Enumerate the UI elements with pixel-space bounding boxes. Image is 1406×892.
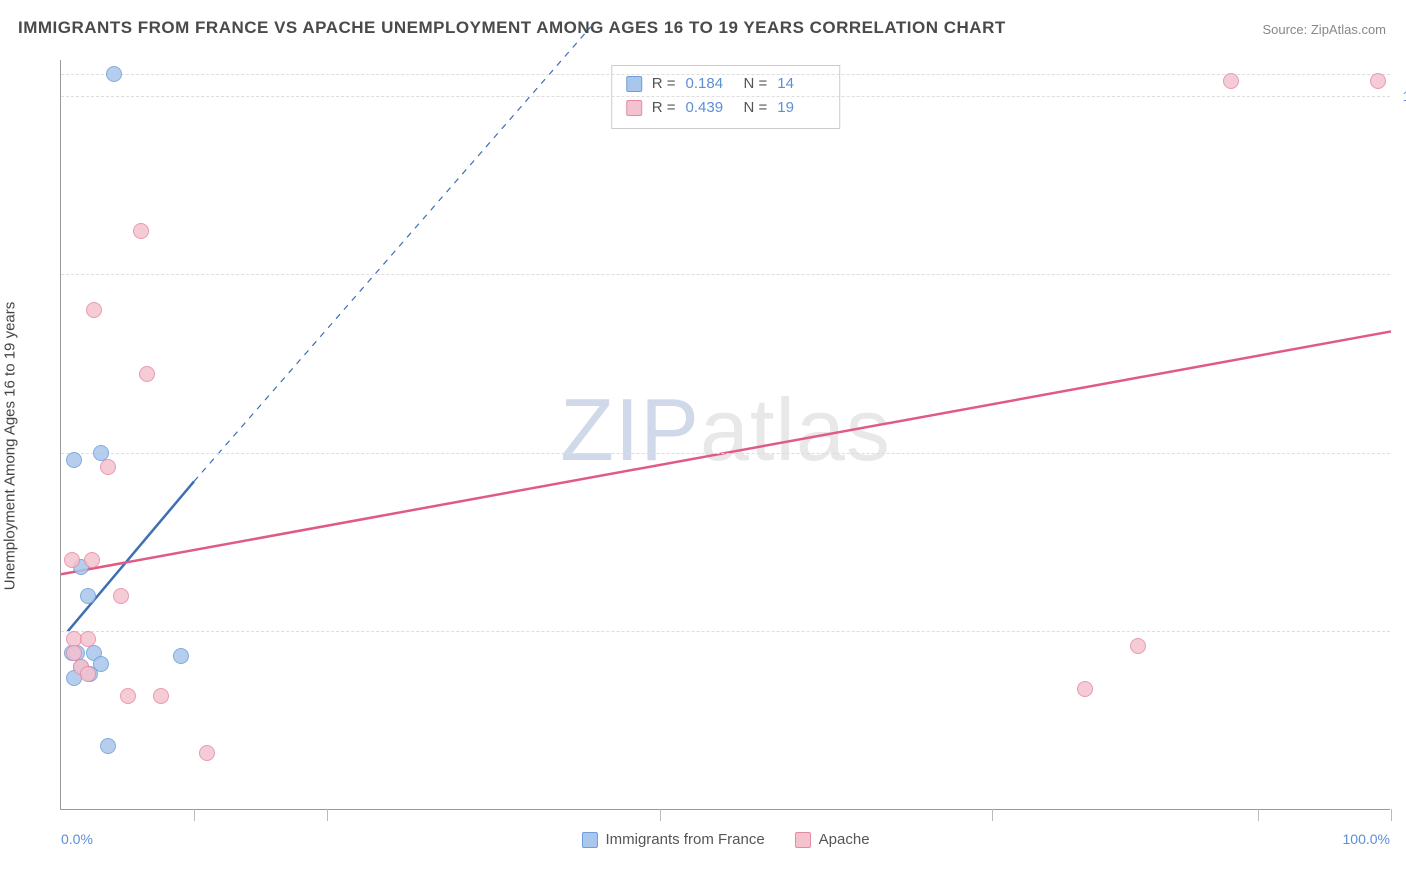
y-axis-label: Unemployment Among Ages 16 to 19 years [2,302,19,591]
x-tick [660,809,661,821]
data-point [66,452,82,468]
data-point [133,223,149,239]
source-label: Source: ZipAtlas.com [1262,22,1386,37]
n-value-apache: 19 [777,96,825,120]
data-point [100,459,116,475]
gridline-horizontal [61,631,1390,632]
data-point [120,688,136,704]
swatch-apache [795,832,811,848]
data-point [80,666,96,682]
x-tick [992,809,993,821]
series-name-france: Immigrants from France [605,831,764,848]
legend-series: Immigrants from France Apache [581,831,869,848]
r-value-apache: 0.439 [686,96,734,120]
n-label: N = [744,72,768,96]
data-point [1130,638,1146,654]
r-value-france: 0.184 [686,72,734,96]
x-tick [1258,809,1259,821]
gridline-horizontal [61,453,1390,454]
swatch-apache [626,100,642,116]
x-tick-max: 100.0% [1343,831,1390,847]
data-point [84,552,100,568]
y-tick-label: 75.0% [1395,266,1406,282]
data-point [1370,73,1386,89]
trend-line [194,24,593,481]
data-point [1077,681,1093,697]
trend-lines-layer [61,60,1390,809]
x-tick-min: 0.0% [61,831,93,847]
legend-item-france: Immigrants from France [581,831,764,848]
data-point [173,648,189,664]
data-point [113,588,129,604]
data-point [1223,73,1239,89]
data-point [86,302,102,318]
data-point [64,552,80,568]
chart-title: IMMIGRANTS FROM FRANCE VS APACHE UNEMPLO… [18,18,1006,38]
data-point [100,738,116,754]
legend-stats-row-france: R = 0.184 N = 14 [626,72,826,96]
n-value-france: 14 [777,72,825,96]
y-tick-label: 100.0% [1395,88,1406,104]
x-tick [194,809,195,821]
scatter-plot: ZIPatlas R = 0.184 N = 14 R = 0.439 N = … [60,60,1390,810]
x-tick [1391,809,1392,821]
y-tick-label: 50.0% [1395,445,1406,461]
data-point [199,745,215,761]
legend-item-apache: Apache [795,831,870,848]
legend-stats-row-apache: R = 0.439 N = 19 [626,96,826,120]
data-point [153,688,169,704]
n-label: N = [744,96,768,120]
r-label: R = [652,72,676,96]
data-point [80,631,96,647]
data-point [106,66,122,82]
gridline-horizontal [61,96,1390,97]
swatch-france [626,76,642,92]
r-label: R = [652,96,676,120]
gridline-horizontal [61,74,1390,75]
data-point [139,366,155,382]
series-name-apache: Apache [819,831,870,848]
gridline-horizontal [61,274,1390,275]
y-tick-label: 25.0% [1395,623,1406,639]
swatch-france [581,832,597,848]
x-tick [327,809,328,821]
data-point [80,588,96,604]
